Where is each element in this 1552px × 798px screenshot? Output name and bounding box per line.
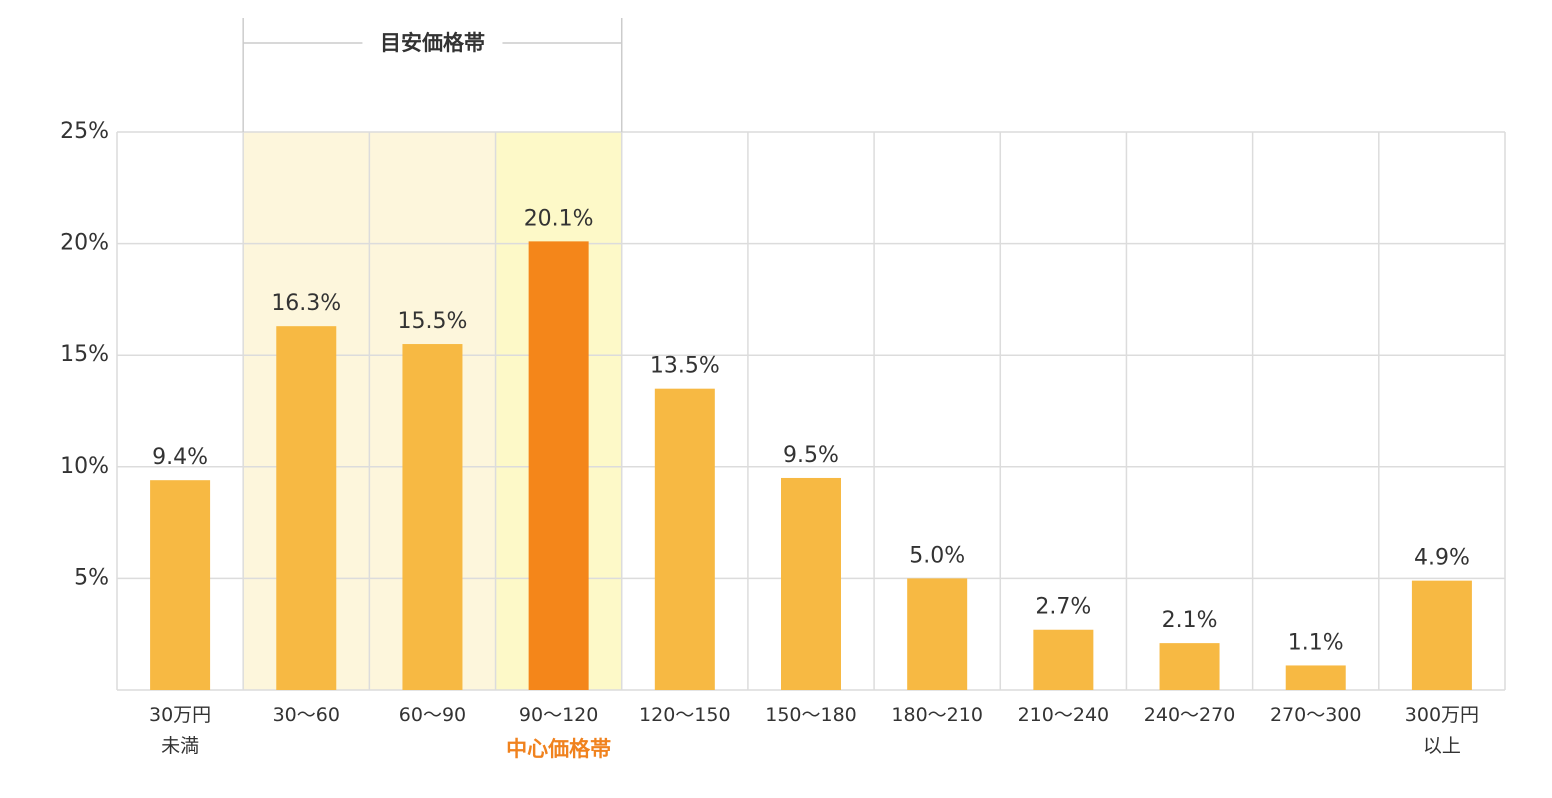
annotation-label: 中心価格帯: [506, 737, 612, 761]
value-label: 20.1%: [524, 206, 594, 231]
bar: [402, 344, 463, 690]
x-tick-label: 60〜90: [398, 704, 467, 726]
value-label: 15.5%: [398, 309, 468, 334]
x-tick-label: 270〜300: [1269, 704, 1362, 726]
x-tick-label: 90〜120: [518, 704, 599, 726]
bar: [1159, 643, 1220, 690]
x-tick-label: 210〜240: [1017, 704, 1110, 726]
value-label: 9.4%: [152, 445, 208, 470]
x-tick-label: 240〜270: [1143, 704, 1236, 726]
value-label: 2.7%: [1035, 595, 1091, 620]
x-tick-label: 300万円 以上: [1404, 704, 1480, 757]
bar: [781, 477, 841, 690]
value-label: 9.5%: [783, 443, 839, 468]
value-label: 16.3%: [271, 291, 341, 316]
x-tick-label: 30〜60: [272, 704, 340, 726]
value-label: 2.1%: [1162, 608, 1218, 633]
bar: [1285, 665, 1346, 690]
value-label: 4.9%: [1414, 546, 1470, 571]
value-label: 13.5%: [650, 354, 720, 379]
bar: [907, 578, 968, 690]
bar: [1033, 629, 1094, 690]
y-tick-label: 5%: [74, 565, 109, 590]
bar: [276, 326, 337, 690]
y-tick-label: 15%: [60, 342, 109, 367]
bar: [654, 388, 715, 690]
value-label: 1.1%: [1288, 630, 1344, 655]
bar: [528, 241, 589, 691]
bar: [150, 480, 211, 690]
x-tick-label: 180〜210: [891, 704, 983, 726]
y-tick-label: 25%: [60, 119, 109, 144]
value-label: 5.0%: [909, 543, 965, 568]
annotation-label: 目安価格帯: [380, 31, 485, 55]
x-tick-label: 150〜180: [765, 704, 857, 726]
y-tick-label: 10%: [60, 454, 109, 479]
bar: [1411, 580, 1472, 690]
y-tick-label: 20%: [60, 231, 109, 256]
x-tick-label: 120〜150: [639, 704, 731, 726]
x-tick-label: 30万円 未満: [148, 704, 212, 757]
